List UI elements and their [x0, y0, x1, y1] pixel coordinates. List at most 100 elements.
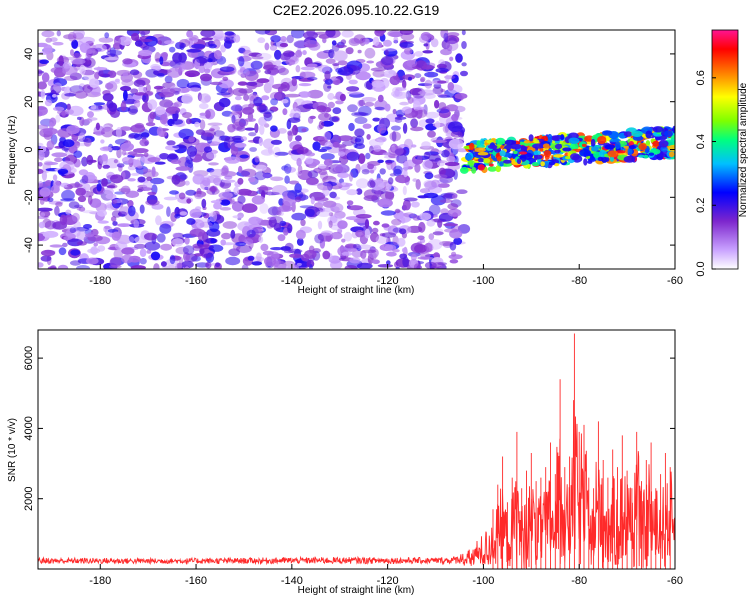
noise-cell [121, 247, 135, 255]
noise-cell [371, 227, 379, 234]
noise-cell [164, 75, 173, 84]
x-tick-label: -60 [667, 275, 683, 287]
noise-cell [199, 221, 213, 228]
snr-xlabel: Height of straight line (km) [298, 585, 415, 596]
noise-cell [205, 41, 211, 47]
noise-cell [324, 70, 331, 81]
noise-cell [388, 146, 404, 156]
noise-cell [69, 227, 76, 234]
noise-cell [113, 248, 123, 260]
noise-cell [453, 105, 466, 113]
noise-cell [254, 155, 260, 163]
noise-cell [425, 111, 440, 119]
noise-cell [41, 72, 50, 83]
noise-cell [39, 198, 45, 205]
noise-cell [423, 43, 429, 47]
signal-cell [605, 156, 610, 162]
noise-cell [46, 140, 55, 150]
noise-cell [172, 52, 183, 63]
noise-cell [312, 141, 321, 151]
noise-cell [188, 87, 202, 92]
noise-cell [44, 99, 53, 107]
noise-cell [188, 37, 197, 41]
noise-cell [47, 197, 54, 202]
noise-cell [236, 244, 252, 253]
noise-cell [222, 76, 229, 82]
noise-cell [76, 241, 87, 246]
noise-cell [149, 111, 156, 120]
noise-cell [62, 242, 68, 248]
noise-cell [220, 171, 237, 177]
noise-cell [414, 163, 421, 173]
noise-cell [248, 177, 256, 183]
signal-cell [623, 155, 636, 163]
noise-cell [57, 264, 69, 269]
noise-cell [137, 165, 143, 169]
signal-cell [495, 137, 506, 145]
noise-cell [234, 142, 247, 148]
noise-cell [284, 166, 297, 173]
noise-cell [349, 257, 361, 264]
noise-cell [290, 30, 305, 39]
noise-cell [216, 92, 231, 96]
noise-cell [355, 214, 372, 219]
noise-cell [396, 153, 408, 164]
signal-cell [487, 166, 497, 172]
noise-cell [341, 238, 346, 243]
noise-cell [362, 123, 372, 129]
noise-cell [64, 93, 77, 97]
noise-cell [128, 205, 136, 217]
x-tick-label: -80 [571, 275, 587, 287]
noise-cell [447, 82, 455, 91]
noise-cell [412, 215, 421, 221]
noise-cell [305, 157, 314, 165]
noise-cell [162, 81, 176, 89]
x-tick-label: -140 [281, 275, 303, 287]
noise-cell [354, 138, 362, 143]
signal-cell [645, 140, 651, 147]
signal-cell [499, 150, 506, 157]
noise-cell [369, 180, 376, 188]
noise-cell [277, 234, 286, 242]
noise-cell [287, 223, 293, 234]
noise-cell [347, 91, 362, 95]
noise-cell [270, 125, 278, 132]
noise-cell [146, 249, 152, 254]
noise-cell [179, 211, 188, 216]
noise-cell [67, 31, 77, 42]
signal-cell [554, 143, 563, 150]
noise-cell [107, 70, 117, 78]
signal-cell [465, 153, 472, 161]
noise-cell [404, 47, 413, 55]
noise-cell [343, 231, 353, 242]
noise-cell [242, 49, 252, 57]
noise-cell [295, 229, 306, 240]
noise-cell [121, 254, 134, 264]
noise-cell [302, 50, 307, 56]
noise-cell [428, 233, 435, 241]
noise-cell [325, 58, 336, 64]
signal-cell [631, 130, 643, 137]
noise-cell [222, 221, 237, 229]
snr-frame [37, 329, 676, 570]
noise-cell [81, 175, 89, 184]
noise-cell [363, 101, 375, 107]
noise-cell [248, 132, 257, 137]
noise-cell [58, 247, 67, 256]
noise-cell [224, 156, 241, 164]
noise-cell [79, 64, 86, 75]
signal-cell [539, 147, 544, 152]
signal-cell [570, 142, 579, 151]
x-tick-label: -120 [377, 275, 399, 287]
noise-cell [210, 238, 217, 244]
signal-cell [560, 134, 565, 141]
noise-cell [166, 206, 171, 217]
noise-cell [45, 250, 55, 255]
noise-cell [389, 75, 401, 86]
noise-cell [317, 220, 323, 230]
noise-cell [424, 180, 437, 190]
noise-cell [70, 58, 86, 65]
spectrogram-panel: -180 -160 -140 -120 -100 -80 -60 -40 -20 0 20 40 He… [7, 29, 683, 296]
noise-cell [199, 112, 207, 116]
noise-cell [279, 42, 288, 48]
